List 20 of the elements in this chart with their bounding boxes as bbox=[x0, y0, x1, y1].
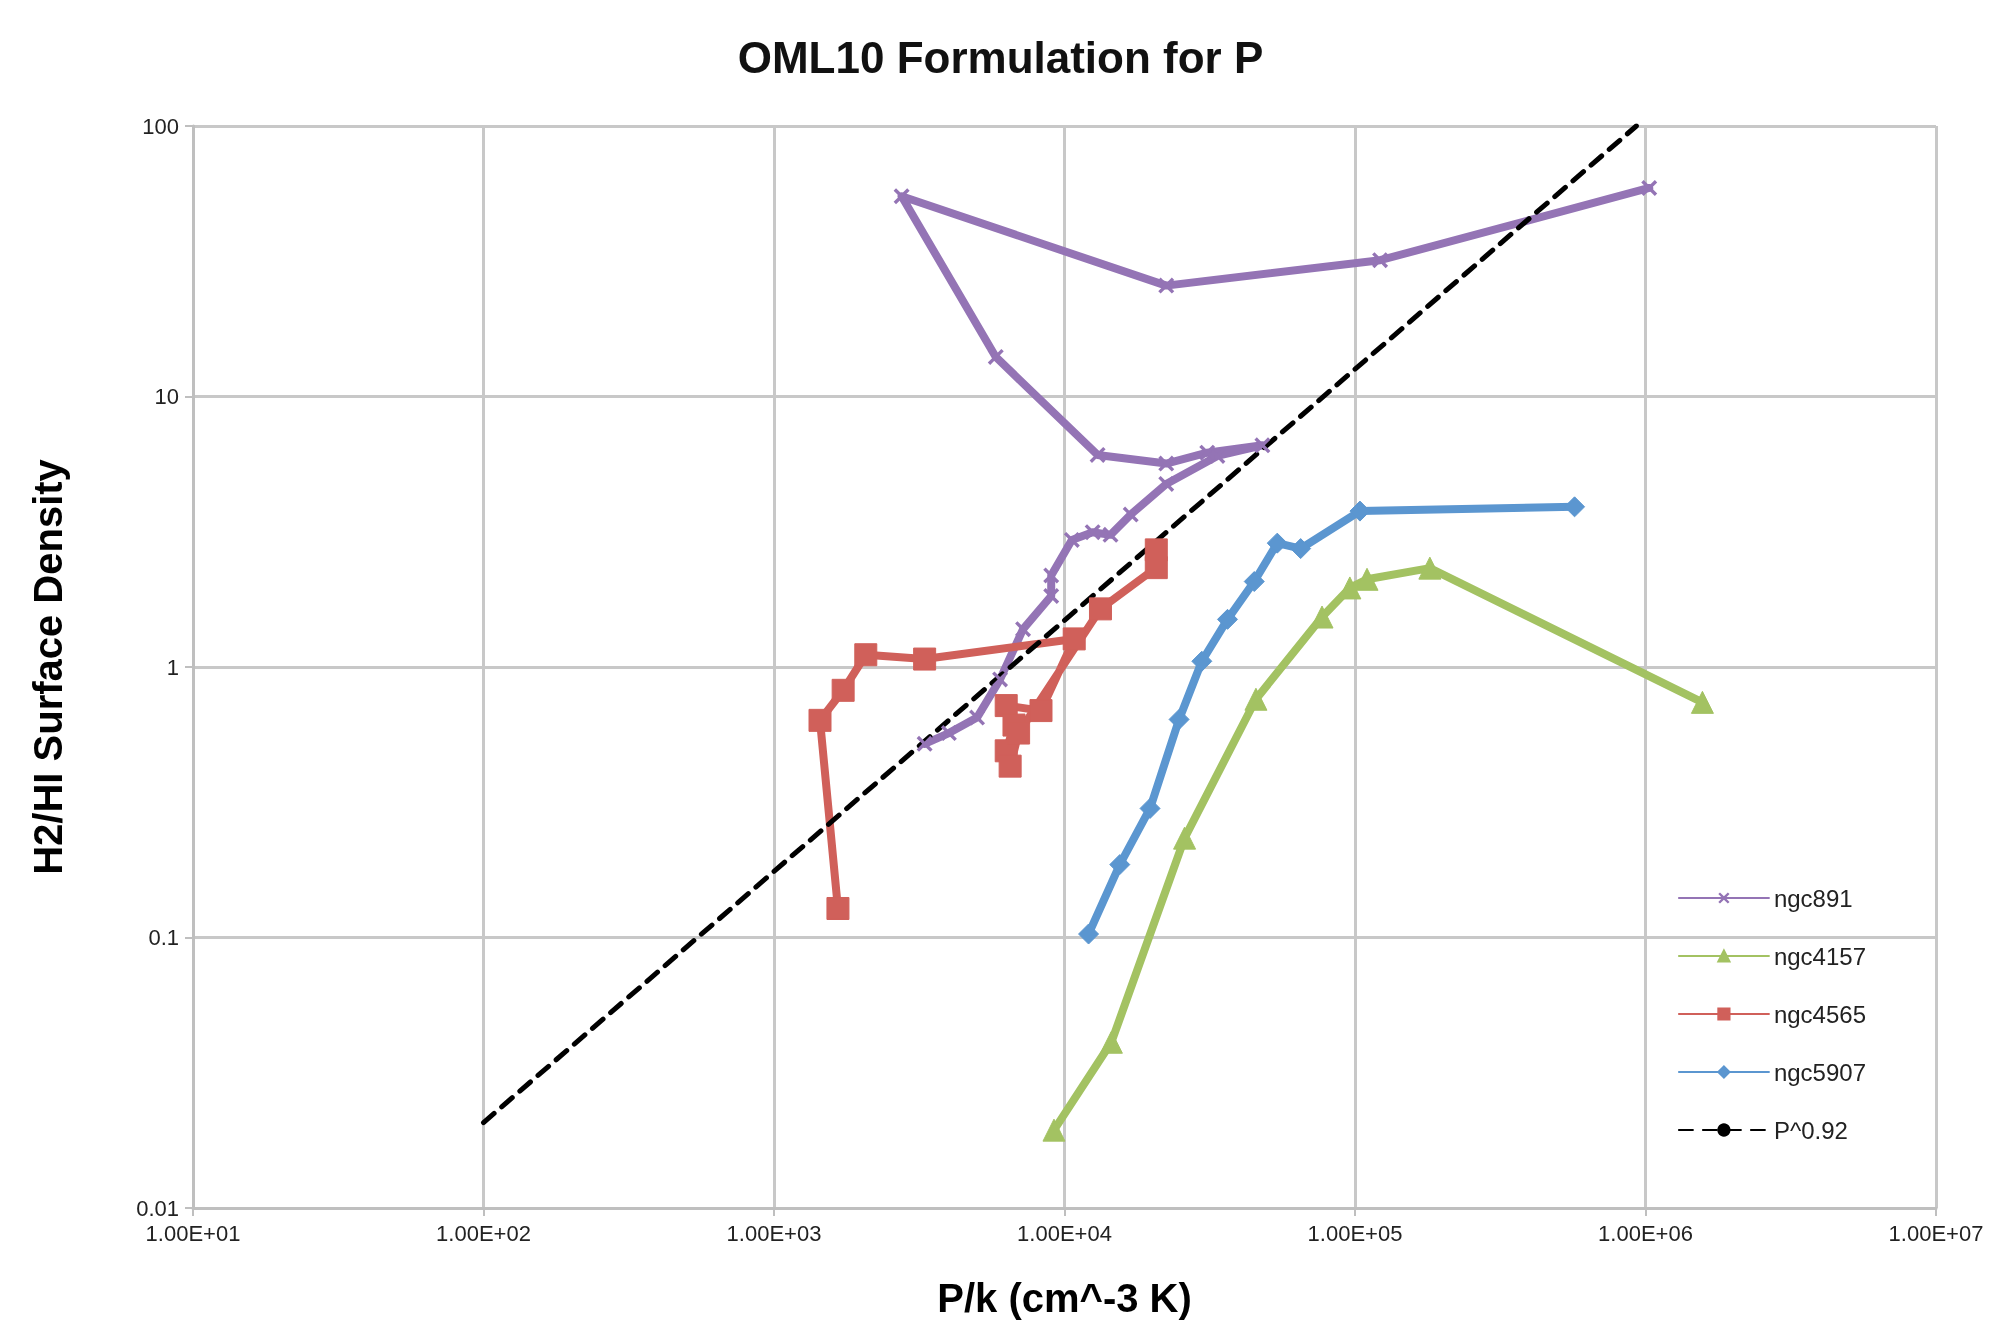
x-axis-title: P/k (cm^-3 K) bbox=[937, 1276, 1192, 1320]
legend-label: ngc4565 bbox=[1773, 1000, 1867, 1028]
x-tick-label: 1.00E+06 bbox=[1598, 1220, 1693, 1246]
y-tick-label: 1 bbox=[166, 654, 179, 680]
y-tick-label: 100 bbox=[142, 113, 179, 139]
legend-label: ngc5907 bbox=[1773, 1058, 1867, 1086]
y-axis-title: H2/HI Surface Density bbox=[26, 458, 70, 875]
chart-title: OML10 Formulation for P bbox=[737, 32, 1264, 82]
legend-label: P^0.92 bbox=[1773, 1116, 1848, 1144]
x-tick-label: 1.00E+05 bbox=[1307, 1220, 1403, 1246]
y-tick-label: 0.1 bbox=[148, 925, 179, 950]
y-tick-label: 10 bbox=[154, 384, 179, 409]
x-tick-label: 1.00E+04 bbox=[1017, 1220, 1112, 1246]
x-tick-label: 1.00E+02 bbox=[436, 1220, 531, 1246]
x-tick-label: 1.00E+07 bbox=[1888, 1220, 1984, 1246]
legend-label: ngc4157 bbox=[1773, 942, 1867, 970]
legend-label: ngc891 bbox=[1773, 884, 1853, 912]
x-tick-label: 1.00E+03 bbox=[726, 1220, 822, 1246]
y-tick-label: 0.01 bbox=[136, 1195, 179, 1221]
x-tick-label: 1.00E+01 bbox=[145, 1220, 241, 1246]
